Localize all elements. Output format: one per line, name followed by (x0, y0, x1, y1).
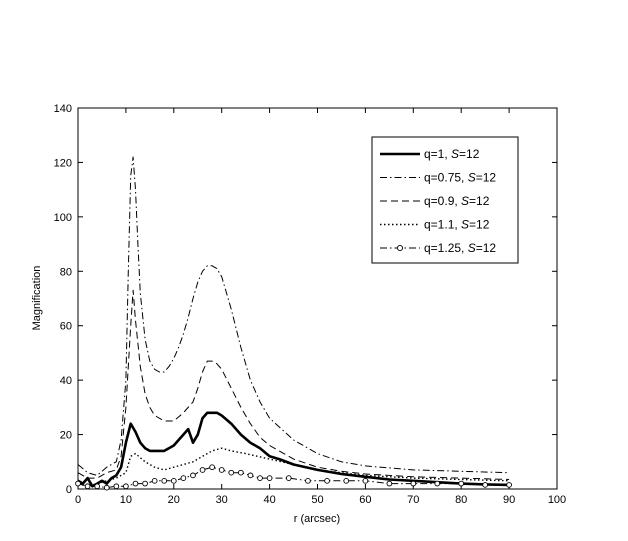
legend-label-3: q=0.9, S=12 (424, 194, 490, 208)
series-5-marker (247, 472, 254, 479)
series-5-marker (190, 472, 196, 479)
series-5-marker (257, 475, 263, 481)
series-5-marker (228, 469, 235, 476)
y-tick-label: 20 (60, 430, 72, 442)
x-tick-label: 70 (407, 494, 419, 506)
series-5-marker (506, 482, 512, 488)
series-5-marker (266, 475, 273, 481)
x-tick-label: 100 (548, 494, 566, 506)
series-5-marker (123, 483, 129, 490)
series-5-marker (161, 477, 168, 484)
series-5-marker (218, 467, 225, 473)
series-layer (75, 156, 512, 491)
series-5-marker (170, 477, 177, 484)
series-5-marker (142, 480, 148, 487)
series-5-marker (132, 480, 139, 487)
series-5-marker (324, 477, 330, 484)
series-5-marker (434, 480, 441, 487)
x-tick-label: 10 (120, 494, 132, 506)
y-tick-label: 40 (60, 375, 72, 387)
series-5-marker (180, 475, 187, 481)
series-line-4 (77, 447, 510, 487)
y-tick-label: 140 (54, 103, 72, 115)
legend-label-1: q=1, S=12 (424, 147, 480, 161)
y-tick-label: 80 (60, 266, 72, 278)
series-5-marker (209, 464, 215, 471)
series-5-marker (458, 480, 465, 487)
legend-label-2: q=0.75, S=12 (424, 171, 496, 185)
series-5-marker (151, 477, 158, 484)
series-5-marker (103, 484, 110, 491)
y-axis-title: Magnification (31, 266, 43, 331)
y-tick-label: 0 (66, 484, 72, 496)
series-5-marker (305, 477, 311, 484)
series-5-marker (343, 477, 350, 484)
series-5-marker (285, 475, 292, 481)
series-5-marker (113, 483, 120, 490)
series-5-marker (482, 482, 489, 488)
x-tick-label: 90 (503, 494, 515, 506)
series-5-marker (362, 477, 369, 484)
legend-label-5: q=1.25, S=12 (424, 241, 496, 255)
y-tick-label: 60 (60, 321, 72, 333)
series-5-marker (238, 469, 244, 476)
series-5-marker (386, 480, 393, 487)
x-tick-label: 80 (455, 494, 467, 506)
axis-ticks: 0 10 20 30 40 50 60 70 80 90 100 0 20 40 60 80 100 120 140 (54, 103, 567, 506)
y-tick-label: 120 (54, 157, 72, 169)
x-tick-label: 0 (75, 494, 81, 506)
x-tick-label: 20 (168, 494, 180, 506)
legend: q=1, S=12 q=0.75, S=12 q=0.9, S=12 q=1.1, S… (371, 136, 519, 264)
series-5-marker (75, 480, 81, 487)
series-5-marker (94, 483, 101, 490)
series-line-1 (77, 411, 510, 488)
legend-label-4: q=1.1, S=12 (424, 218, 490, 232)
x-tick-label: 40 (263, 494, 275, 506)
series-5-marker (84, 483, 91, 490)
x-tick-label: 30 (216, 494, 228, 506)
series-line-2 (77, 156, 510, 476)
y-tick-label: 100 (54, 212, 72, 224)
x-tick-label: 50 (311, 494, 323, 506)
series-5-marker (410, 480, 417, 487)
series-5-marker (199, 467, 206, 473)
legend-box (371, 136, 519, 264)
legend-marker-5 (396, 244, 404, 252)
x-tick-label: 60 (359, 494, 371, 506)
x-axis-title: r (arcsec) (294, 513, 340, 525)
